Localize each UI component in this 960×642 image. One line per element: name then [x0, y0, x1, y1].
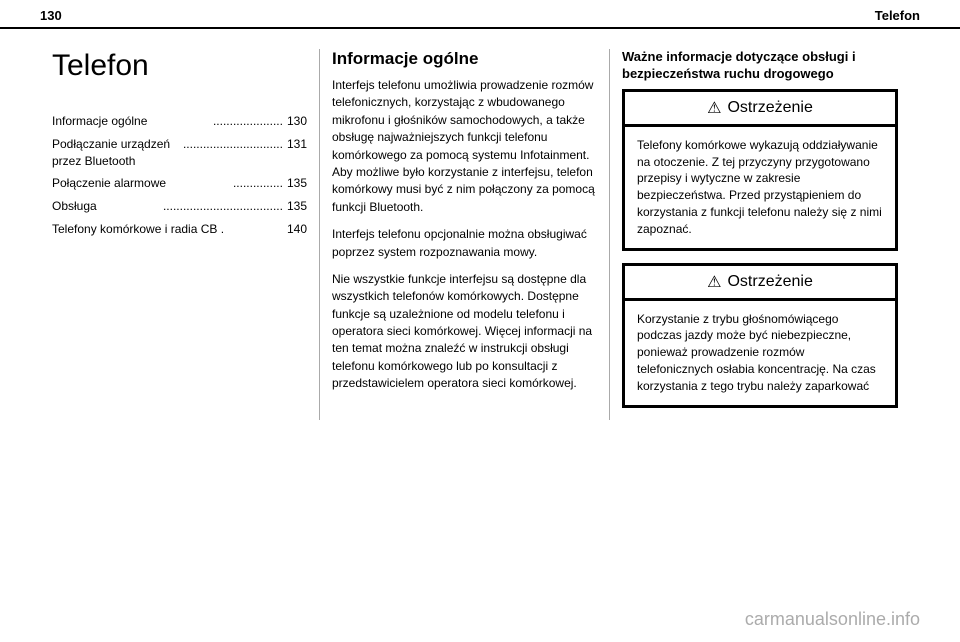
page-number: 130 — [40, 8, 62, 23]
body-paragraph: Interfejs telefonu umożliwia prowadzenie… — [332, 77, 597, 216]
toc-page: 130 — [287, 113, 307, 130]
toc-item: Obsługa ................................… — [52, 198, 307, 215]
toc-page: 135 — [287, 198, 307, 215]
header-section-name: Telefon — [875, 8, 920, 23]
column-toc: Telefon Informacje ogólne ..............… — [40, 49, 320, 420]
body-paragraph: Nie wszystkie funkcje interfejsu są dost… — [332, 271, 597, 393]
warning-header: ⚠ Ostrzeżenie — [625, 92, 895, 127]
column-warnings: Ważne informacje dotyczące obsługi i bez… — [610, 49, 910, 420]
toc-label: Obsługa — [52, 198, 159, 215]
subheading: Ważne informacje dotyczące obsługi i bez… — [622, 49, 898, 83]
toc-label: Podłączanie urządzeń przez Bluetooth — [52, 136, 179, 170]
toc-label: Telefony komórkowe i radia CB . — [52, 221, 279, 238]
body-paragraph: Interfejs telefonu opcjonalnie można obs… — [332, 226, 597, 261]
toc-dots: ..................... — [213, 113, 283, 130]
column-body: Informacje ogólne Interfejs telefonu umo… — [320, 49, 610, 420]
toc-item: Połączenie alarmowe ............... 135 — [52, 175, 307, 192]
warning-label: Ostrzeżenie — [727, 99, 812, 117]
warning-box: ⚠ Ostrzeżenie Korzystanie z trybu głośno… — [622, 263, 898, 408]
toc-label: Informacje ogólne — [52, 113, 209, 130]
toc-dots: ............... — [233, 175, 283, 192]
toc-dots: .............................. — [183, 136, 283, 170]
toc-label: Połączenie alarmowe — [52, 175, 229, 192]
warning-label: Ostrzeżenie — [727, 273, 812, 291]
warning-icon: ⚠ — [707, 272, 721, 292]
section-heading: Informacje ogólne — [332, 49, 597, 69]
warning-body: Korzystanie z trybu głośnomówiącego podc… — [625, 301, 895, 405]
toc-item: Podłączanie urządzeń przez Bluetooth ...… — [52, 136, 307, 170]
manual-page: 130 Telefon Telefon Informacje ogólne ..… — [0, 0, 960, 642]
toc-dots: .................................... — [163, 198, 283, 215]
page-title: Telefon — [52, 49, 307, 83]
toc-item: Informacje ogólne ..................... … — [52, 113, 307, 130]
warning-header: ⚠ Ostrzeżenie — [625, 266, 895, 301]
warning-box: ⚠ Ostrzeżenie Telefony komórkowe wykazuj… — [622, 89, 898, 251]
page-content: Telefon Informacje ogólne ..............… — [0, 29, 960, 420]
page-header: 130 Telefon — [0, 0, 960, 29]
warning-body: Telefony komórkowe wykazują oddziaływani… — [625, 127, 895, 248]
toc-page: 131 — [287, 136, 307, 170]
toc-page: 135 — [287, 175, 307, 192]
warning-icon: ⚠ — [707, 98, 721, 118]
toc-item: Telefony komórkowe i radia CB . 140 — [52, 221, 307, 238]
toc-page: 140 — [287, 221, 307, 238]
watermark: carmanualsonline.info — [745, 609, 920, 630]
